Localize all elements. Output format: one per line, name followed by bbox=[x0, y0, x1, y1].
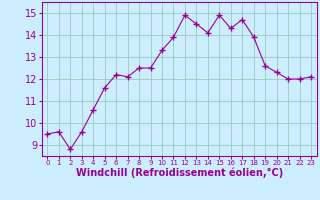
X-axis label: Windchill (Refroidissement éolien,°C): Windchill (Refroidissement éolien,°C) bbox=[76, 168, 283, 178]
